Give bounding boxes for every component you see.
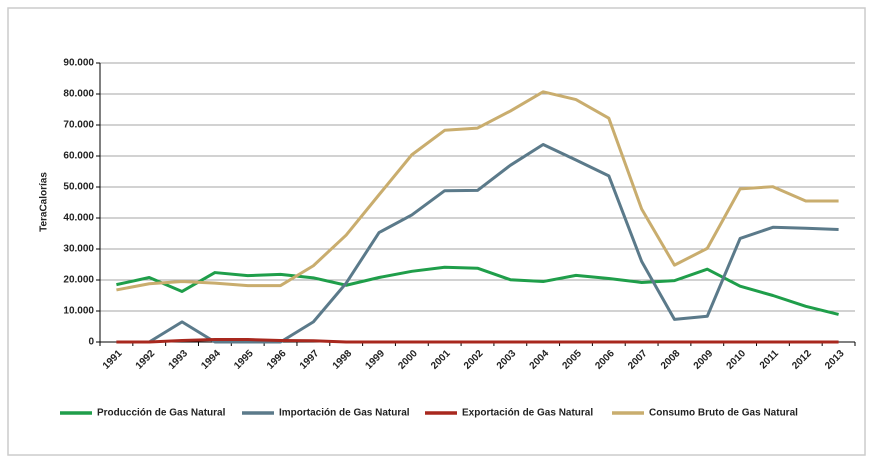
- y-tick-label: 80.000: [63, 89, 94, 100]
- y-tick-label: 60.000: [63, 151, 94, 162]
- y-axis-label: TeraCalorías: [39, 172, 50, 232]
- series-line: [116, 338, 839, 344]
- chart-frame: [7, 7, 866, 456]
- series-line: [116, 90, 839, 292]
- y-tick-label: 50.000: [63, 182, 94, 193]
- y-tick-label: 20.000: [63, 275, 94, 286]
- y-tick-label: 30.000: [63, 244, 94, 255]
- legend-label: Exportación de Gas Natural: [462, 408, 593, 419]
- legend-label: Importación de Gas Natural: [279, 408, 410, 419]
- y-tick-label: 0: [88, 337, 94, 348]
- legend-label: Consumo Bruto de Gas Natural: [649, 408, 798, 419]
- y-tick-label: 10.000: [63, 306, 94, 317]
- y-tick-label: 90.000: [63, 58, 94, 69]
- series-line: [116, 143, 839, 344]
- series-line: [116, 265, 839, 316]
- y-tick-label: 40.000: [63, 213, 94, 224]
- y-tick-label: 70.000: [63, 120, 94, 131]
- legend-label: Producción de Gas Natural: [97, 408, 226, 419]
